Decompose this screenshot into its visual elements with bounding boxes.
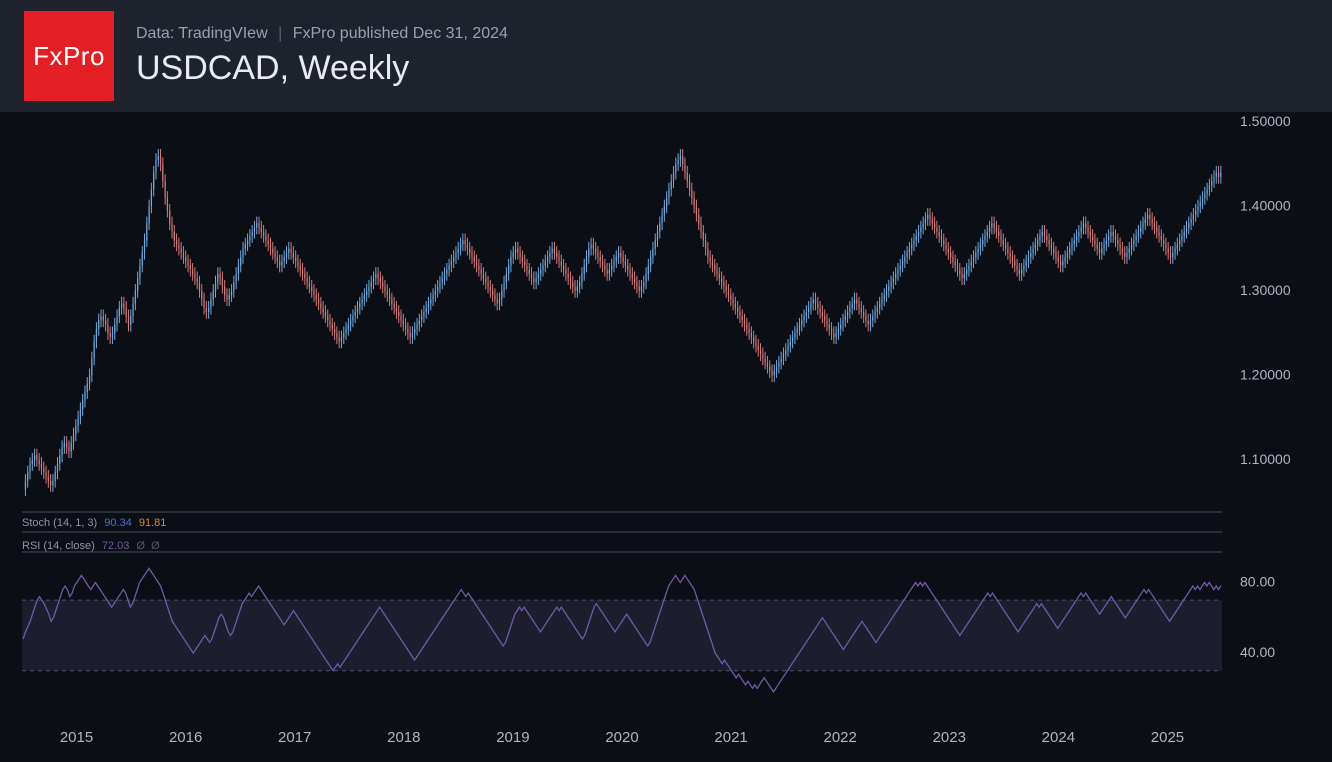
- data-source: Data: TradingVIew: [136, 25, 268, 42]
- svg-text:40.00: 40.00: [1240, 644, 1275, 660]
- svg-text:2021: 2021: [714, 729, 747, 746]
- rsi-extra: Ø Ø: [136, 540, 159, 552]
- chart-area: 1.50000 1.40000 1.30000 1.20000 1.10000 2015 2…: [0, 112, 1332, 762]
- header-meta: Data: TradingVIew | FxPro published Dec …: [136, 25, 508, 43]
- svg-text:1.40000: 1.40000: [1240, 197, 1291, 213]
- chart-svg: 1.50000 1.40000 1.30000 1.20000 1.10000 2015 2…: [0, 112, 1332, 762]
- svg-text:2025: 2025: [1151, 729, 1184, 746]
- svg-text:1.50000: 1.50000: [1240, 113, 1291, 129]
- rsi-label: RSI (14, close) 72.03 Ø Ø: [22, 540, 160, 552]
- rsi-value: 72.03: [102, 540, 130, 552]
- stoch-d-value: 91.81: [139, 517, 167, 529]
- svg-text:1.30000: 1.30000: [1240, 282, 1291, 298]
- svg-text:80.00: 80.00: [1240, 573, 1275, 589]
- svg-text:2018: 2018: [387, 729, 420, 746]
- broker-logo: FxPro: [24, 11, 114, 101]
- rsi-name: RSI (14, close): [22, 540, 95, 552]
- svg-text:2019: 2019: [496, 729, 529, 746]
- svg-text:2015: 2015: [60, 729, 93, 746]
- stoch-name: Stoch (14, 1, 3): [22, 517, 97, 529]
- stoch-k-value: 90.34: [104, 517, 132, 529]
- svg-text:1.20000: 1.20000: [1240, 366, 1291, 382]
- stoch-label: Stoch (14, 1, 3) 90.34 91.81: [22, 517, 166, 529]
- svg-text:2016: 2016: [169, 729, 202, 746]
- header-text-block: Data: TradingVIew | FxPro published Dec …: [136, 25, 508, 88]
- chart-header: FxPro Data: TradingVIew | FxPro publishe…: [0, 0, 1332, 112]
- svg-text:2020: 2020: [605, 729, 638, 746]
- publisher-line: FxPro published Dec 31, 2024: [293, 25, 508, 42]
- svg-text:2024: 2024: [1042, 729, 1075, 746]
- meta-separator: |: [278, 25, 282, 42]
- svg-text:2017: 2017: [278, 729, 311, 746]
- svg-text:2022: 2022: [823, 729, 856, 746]
- svg-text:1.10000: 1.10000: [1240, 451, 1291, 467]
- chart-title: USDCAD, Weekly: [136, 49, 508, 88]
- svg-text:2023: 2023: [933, 729, 966, 746]
